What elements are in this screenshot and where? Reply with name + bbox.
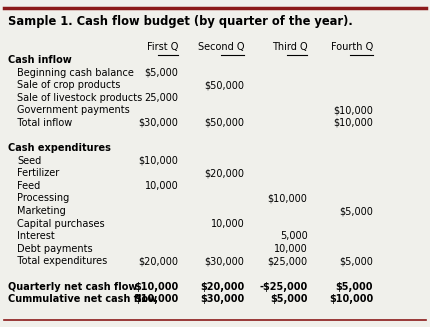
Text: $10,000: $10,000 (333, 118, 373, 128)
Text: Debt payments: Debt payments (17, 244, 93, 254)
Text: $20,000: $20,000 (204, 168, 244, 178)
Text: $20,000: $20,000 (138, 256, 178, 267)
Text: Quarterly net cash flow: Quarterly net cash flow (8, 282, 137, 292)
Text: 10,000: 10,000 (211, 218, 244, 229)
Text: Sale of crop products: Sale of crop products (17, 80, 120, 90)
Text: $10,000: $10,000 (138, 156, 178, 166)
Text: Cash inflow: Cash inflow (8, 55, 71, 65)
Text: Sale of livestock products: Sale of livestock products (17, 93, 142, 103)
Text: Sample 1. Cash flow budget (by quarter of the year).: Sample 1. Cash flow budget (by quarter o… (8, 15, 353, 28)
Text: $5,000: $5,000 (336, 282, 373, 292)
Text: Cummulative net cash flow: Cummulative net cash flow (8, 294, 157, 304)
Text: Third Q: Third Q (272, 42, 307, 52)
Text: $30,000: $30,000 (138, 118, 178, 128)
Text: Cash expenditures: Cash expenditures (8, 143, 111, 153)
Text: Interest: Interest (17, 231, 55, 241)
Text: 10,000: 10,000 (145, 181, 178, 191)
Text: 25,000: 25,000 (144, 93, 178, 103)
Text: Beginning cash balance: Beginning cash balance (17, 68, 134, 77)
Text: Seed: Seed (17, 156, 41, 166)
Text: Capital purchases: Capital purchases (17, 218, 105, 229)
Text: $30,000: $30,000 (204, 256, 244, 267)
Text: $10,000: $10,000 (134, 282, 178, 292)
Text: $10,000: $10,000 (267, 193, 307, 203)
Text: -$25,000: -$25,000 (259, 282, 307, 292)
Text: $5,000: $5,000 (339, 256, 373, 267)
Text: Processing: Processing (17, 193, 70, 203)
Text: Marketing: Marketing (17, 206, 66, 216)
Text: 10,000: 10,000 (274, 244, 307, 254)
Text: 5,000: 5,000 (280, 231, 307, 241)
Text: Fourth Q: Fourth Q (331, 42, 373, 52)
Text: $10,000: $10,000 (329, 294, 373, 304)
Text: $5,000: $5,000 (339, 206, 373, 216)
Text: $25,000: $25,000 (267, 256, 307, 267)
Text: Government payments: Government payments (17, 105, 130, 115)
Text: First Q: First Q (147, 42, 178, 52)
Text: Second Q: Second Q (198, 42, 244, 52)
Text: Total inflow: Total inflow (8, 118, 72, 128)
Text: $5,000: $5,000 (270, 294, 307, 304)
Text: Feed: Feed (17, 181, 40, 191)
Text: $5,000: $5,000 (144, 68, 178, 77)
Text: $30,000: $30,000 (200, 294, 244, 304)
Text: Fertilizer: Fertilizer (17, 168, 59, 178)
Text: $10,000: $10,000 (333, 105, 373, 115)
Text: Total expenditures: Total expenditures (8, 256, 107, 267)
Text: $20,000: $20,000 (200, 282, 244, 292)
Text: $50,000: $50,000 (204, 118, 244, 128)
Text: $10,000: $10,000 (134, 294, 178, 304)
Text: $50,000: $50,000 (204, 80, 244, 90)
